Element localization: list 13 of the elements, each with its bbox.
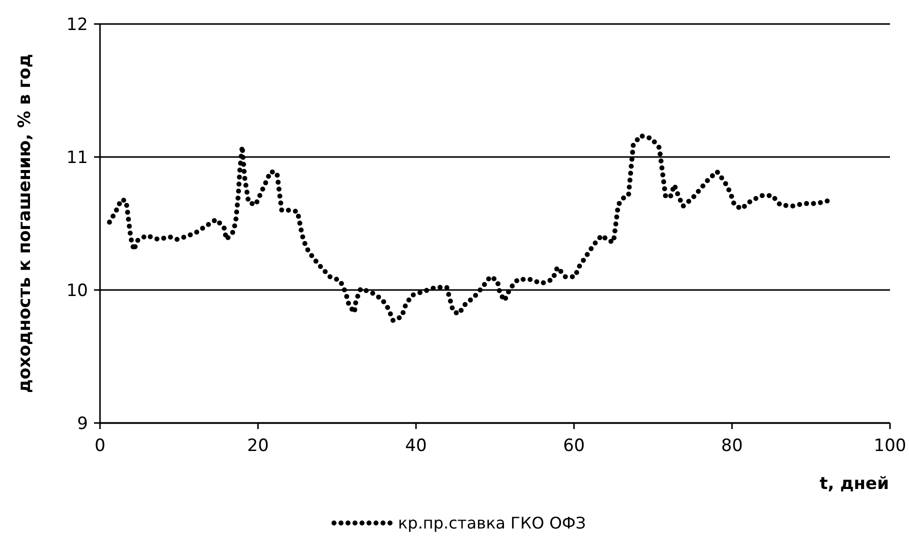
y-tick-label: 9 bbox=[77, 414, 88, 434]
legend-label: кр.пр.ставка ГКО ОФЗ bbox=[398, 514, 586, 533]
y-tick-label: 11 bbox=[66, 148, 88, 168]
x-tick-label: 60 bbox=[563, 436, 585, 456]
x-tick-label: 80 bbox=[721, 436, 743, 456]
x-tick-label: 40 bbox=[405, 436, 427, 456]
x-tick-label: 20 bbox=[247, 436, 269, 456]
y-tick-label: 12 bbox=[66, 14, 88, 35]
x-tick-label: 0 bbox=[94, 436, 106, 456]
x-tick-label: 100 bbox=[874, 436, 906, 456]
y-tick-label: 10 bbox=[66, 280, 88, 301]
y-axis-title: доходность к погашению, % в год bbox=[15, 54, 35, 394]
x-axis-title: t, дней bbox=[820, 474, 889, 494]
